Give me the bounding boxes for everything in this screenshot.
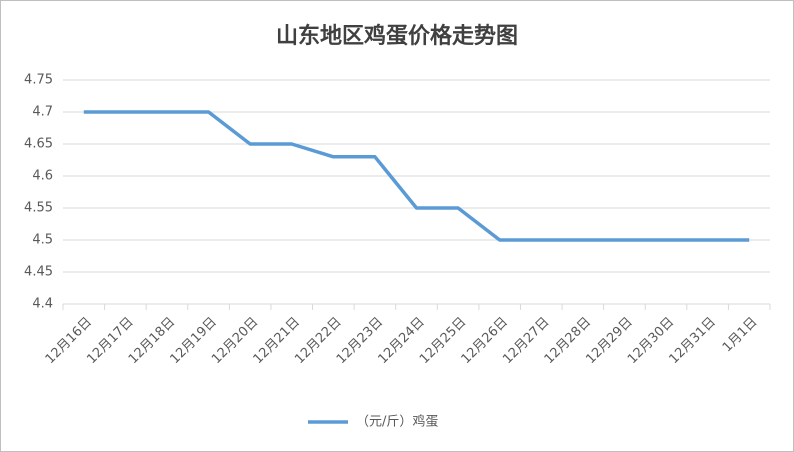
y-tick-label: 4.55	[24, 201, 53, 216]
y-tick-label: 4.45	[24, 265, 53, 280]
y-tick-label: 4.75	[24, 73, 53, 88]
y-tick-label: 4.6	[32, 169, 53, 184]
data-line	[83, 110, 750, 242]
legend-label: （元/斤）鸡蛋	[356, 414, 438, 430]
y-tick-label: 4.65	[24, 137, 53, 152]
y-tick-label: 4.5	[32, 233, 53, 248]
y-tick-label: 4.4	[32, 297, 53, 312]
chart-title: 山东地区鸡蛋价格走势图	[276, 23, 518, 49]
y-tick-label: 4.7	[32, 105, 53, 120]
